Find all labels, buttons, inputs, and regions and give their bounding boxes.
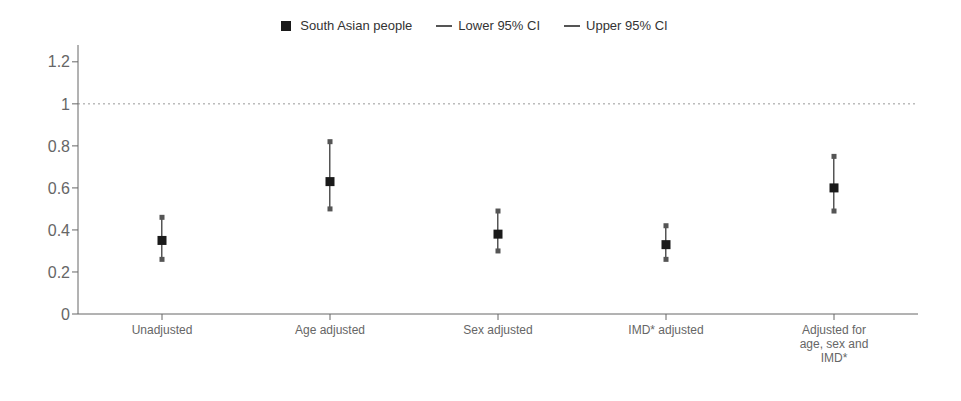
svg-text:Age adjusted: Age adjusted [295,323,365,337]
svg-text:0.6: 0.6 [48,180,70,197]
svg-text:1: 1 [61,96,70,113]
svg-text:0: 0 [61,306,70,323]
svg-text:0.2: 0.2 [48,264,70,281]
svg-text:Unadjusted: Unadjusted [132,323,193,337]
html-text:South Asian people: South Asian people [300,18,413,33]
svg-text:0.8: 0.8 [48,138,70,155]
svg-text:1.2: 1.2 [48,53,70,70]
html-text:Upper 95% CI: Upper 95% CI [586,18,668,33]
html-text:Lower 95% CI: Lower 95% CI [458,18,540,33]
svg-text:IMD* adjusted: IMD* adjusted [628,323,703,337]
svg-text:Adjusted forage, sex andIMD*: Adjusted forage, sex andIMD* [800,323,869,365]
svg-text:Sex adjusted: Sex adjusted [463,323,532,337]
svg-text:0.4: 0.4 [48,222,70,239]
